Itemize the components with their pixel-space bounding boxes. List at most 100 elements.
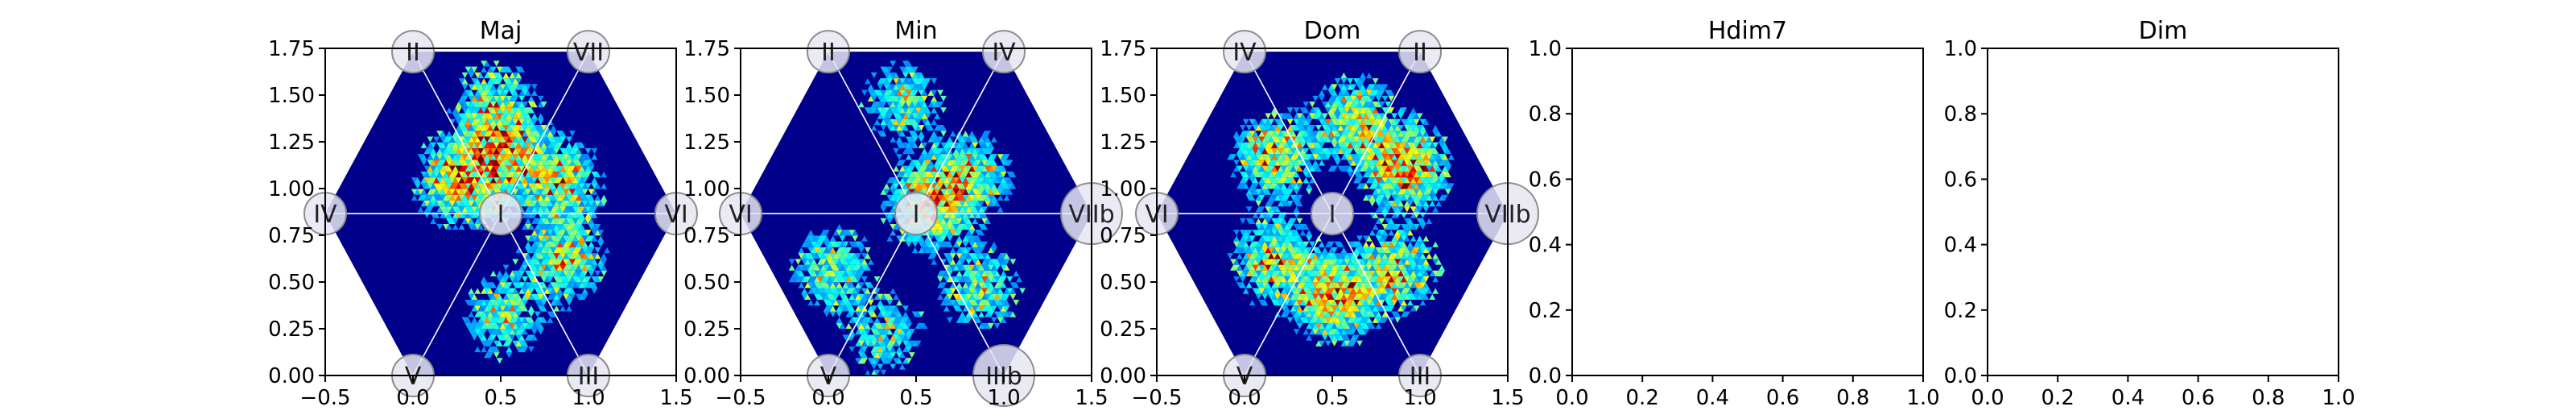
density-cell [1315,288,1322,294]
density-cell [1353,154,1360,160]
density-cell [525,118,531,125]
density-cell [1401,276,1407,283]
density-cell [968,160,976,166]
density-cell [877,84,884,90]
density-cell [811,282,818,288]
density-cell [1375,270,1382,277]
density-cell [1258,253,1265,259]
density-cell [1403,223,1410,230]
density-cell [525,223,531,230]
density-cell [842,282,849,288]
density-cell [1299,147,1307,155]
density-cell [1362,264,1369,271]
density-cell [1290,177,1297,184]
density-cell [556,264,564,271]
density-cell [978,206,985,213]
density-cell [968,183,976,189]
density-cell [1299,124,1307,131]
density-cell [1401,147,1407,155]
density-cell [1368,165,1376,172]
density-cell [597,276,605,283]
density-cell [572,171,579,178]
density-cell [902,165,909,172]
density-cell [896,89,902,96]
density-cell [962,305,969,312]
density-cell [1283,235,1290,242]
density-cell [502,171,510,178]
density-cell [959,264,966,271]
density-cell [481,78,487,85]
density-cell [801,253,808,259]
density-cell [525,154,531,160]
density-cell [489,131,497,137]
density-cell [430,160,437,166]
density-cell [918,311,925,317]
density-cell [1337,241,1344,247]
density-cell [788,276,795,283]
density-cell [924,154,931,160]
density-cell [1227,154,1234,160]
density-cell [588,282,595,288]
density-cell [1381,84,1389,90]
density-cell [506,171,513,178]
density-cell [1290,241,1297,247]
density-cell [512,154,519,160]
density-cell [1324,102,1331,108]
density-cell [956,247,963,254]
density-cell [981,189,988,195]
density-cell [1378,189,1385,195]
density-cell [1365,235,1373,242]
density-cell [811,264,818,271]
density-cell [1429,171,1436,178]
density-cell [1403,264,1410,271]
density-cell [458,102,465,108]
density-cell [1416,270,1423,277]
density-cell [937,177,944,184]
density-cell [1009,282,1017,288]
density-cell [484,165,490,172]
density-cell [1365,311,1373,317]
density-cell [943,212,950,218]
density-cell [556,183,564,189]
density-cell [509,177,516,184]
density-cell [1340,95,1348,102]
x-tick-label: 0.5 [899,386,932,410]
density-cell [569,206,576,213]
density-cell [1426,183,1433,189]
density-cell [978,293,985,300]
density-cell [569,253,576,259]
density-cell [569,282,576,288]
density-cell [601,194,608,201]
density-cell [1350,131,1357,137]
density-cell [563,241,570,247]
density-cell [1280,235,1287,242]
density-cell [1003,288,1010,294]
density-cell [1239,241,1246,247]
density-cell [890,305,897,312]
density-cell [1321,334,1328,341]
density-cell [905,107,912,114]
density-cell [1432,189,1439,195]
density-cell [937,223,944,230]
density-cell [968,264,976,271]
density-cell [512,317,519,323]
density-cell [956,147,963,155]
density-cell [1324,305,1331,312]
density-cell [946,299,953,306]
density-cell [1391,165,1398,172]
y-tick-label: 0.00 [1100,364,1146,388]
density-cell [1258,118,1265,125]
density-cell [1233,241,1240,247]
density-cell [474,329,481,335]
density-cell [1239,270,1246,277]
density-cell [534,241,541,247]
density-cell [1413,201,1420,207]
x-tick-label: 1.0 [987,386,1020,410]
density-cell [515,276,522,283]
density-cell [1362,311,1369,317]
density-cell [826,259,833,265]
density-cell [553,165,560,172]
density-cell [420,171,427,178]
density-cell [861,293,868,300]
density-cell [1403,206,1410,213]
